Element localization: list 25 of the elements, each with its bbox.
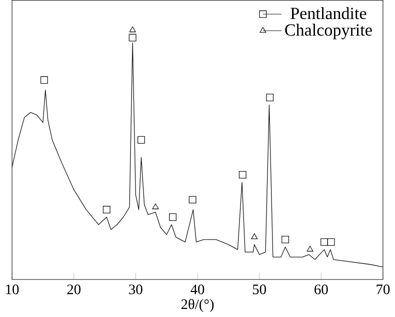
x-tick-label: 30 (129, 284, 142, 294)
point (102, 206, 110, 214)
point (306, 246, 314, 252)
point (238, 171, 246, 179)
point (128, 34, 136, 42)
point (327, 238, 335, 246)
point (169, 213, 177, 221)
point (282, 236, 290, 244)
point (40, 76, 48, 84)
x-tick-label: 20 (67, 284, 81, 294)
x-tick-label: 70 (376, 284, 390, 294)
point (266, 94, 274, 102)
legend-label: Pentlandite (290, 7, 366, 20)
point (320, 238, 328, 246)
x-tick-label: 10 (6, 284, 19, 294)
x-axis-title: 2θ/(°) (181, 298, 214, 312)
point (188, 196, 196, 204)
legend-label: Chalcopyrite (285, 24, 372, 40)
point (138, 136, 145, 144)
point (251, 233, 258, 240)
x-tick-label: 60 (314, 284, 328, 294)
x-tick-label: 50 (252, 284, 266, 294)
x-tick-label: 40 (190, 284, 204, 294)
point (129, 26, 136, 32)
point (152, 204, 159, 210)
